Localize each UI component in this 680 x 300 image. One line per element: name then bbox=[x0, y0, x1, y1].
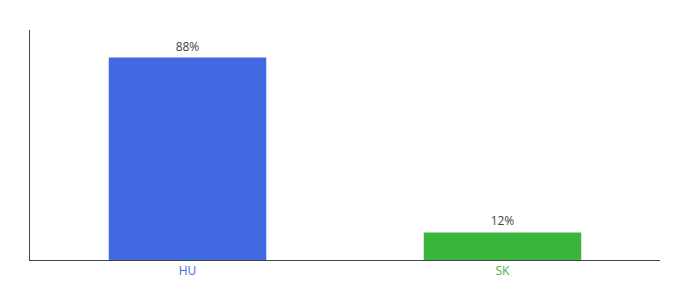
svg-text:HU: HU bbox=[179, 262, 197, 279]
svg-text:88%: 88% bbox=[176, 38, 200, 55]
svg-text:12%: 12% bbox=[491, 212, 515, 229]
svg-text:SK: SK bbox=[496, 262, 511, 279]
